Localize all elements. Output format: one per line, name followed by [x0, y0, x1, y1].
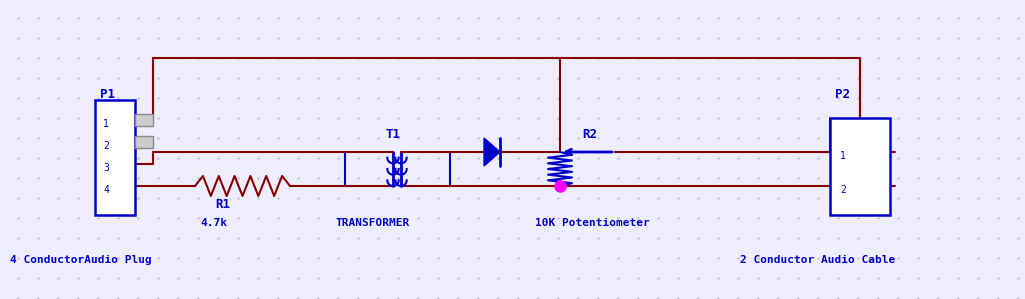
- Text: P1: P1: [100, 88, 115, 101]
- Text: 1: 1: [102, 119, 109, 129]
- Text: T1: T1: [385, 128, 400, 141]
- Text: 2 Conductor Audio Cable: 2 Conductor Audio Cable: [740, 255, 895, 265]
- Text: 4 ConductorAudio Plug: 4 ConductorAudio Plug: [10, 255, 152, 265]
- Text: 10K Potentiometer: 10K Potentiometer: [535, 218, 650, 228]
- Text: 3: 3: [102, 163, 109, 173]
- Text: 1: 1: [840, 151, 846, 161]
- Text: 2: 2: [840, 185, 846, 195]
- Polygon shape: [484, 138, 500, 166]
- Bar: [830, 118, 890, 215]
- Bar: [135, 114, 153, 126]
- Text: R1: R1: [215, 198, 230, 211]
- Text: 2: 2: [102, 141, 109, 151]
- Text: 4.7k: 4.7k: [200, 218, 227, 228]
- Text: 4: 4: [102, 185, 109, 195]
- Text: R2: R2: [582, 128, 597, 141]
- Bar: [95, 100, 135, 215]
- Bar: [135, 136, 153, 148]
- Text: TRANSFORMER: TRANSFORMER: [335, 218, 409, 228]
- Text: P2: P2: [835, 88, 850, 101]
